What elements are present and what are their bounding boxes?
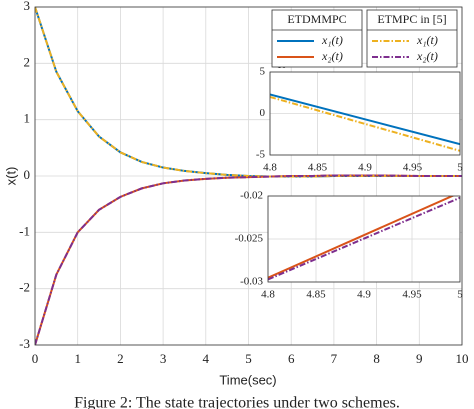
x-tick-label: 4.9 bbox=[357, 289, 371, 301]
x-tick-label: 4.95 bbox=[402, 289, 422, 301]
x-tick-label: 10 bbox=[456, 351, 469, 366]
y-axis-label: x(t) bbox=[3, 167, 18, 186]
x-tick-label: 5 bbox=[457, 289, 463, 301]
x-tick-label: 0 bbox=[32, 351, 39, 366]
x-tick-label: 8 bbox=[373, 351, 380, 366]
y-tick-label: 0 bbox=[24, 167, 31, 182]
x-tick-label: 5 bbox=[457, 162, 463, 174]
series-line bbox=[35, 174, 462, 345]
legend-label: x₁(t) bbox=[321, 33, 343, 47]
y-tick-label: 2 bbox=[24, 54, 31, 69]
plot-frame bbox=[267, 195, 461, 283]
y-tick-label: 5 bbox=[260, 66, 266, 78]
series-line bbox=[268, 196, 460, 281]
series-line bbox=[268, 196, 455, 279]
series-line bbox=[270, 93, 460, 146]
plot-frame bbox=[34, 6, 463, 346]
x-tick-label: 4.8 bbox=[261, 289, 275, 301]
plot-frame bbox=[269, 71, 461, 156]
legend-title: ETDMMPC bbox=[287, 12, 346, 26]
x-tick-label: 6 bbox=[288, 351, 295, 366]
x-tick-label: 4.85 bbox=[306, 289, 326, 301]
series-line bbox=[270, 95, 460, 152]
x-tick-label: 1 bbox=[74, 351, 81, 366]
x-axis-label: Time(sec) bbox=[219, 372, 276, 387]
y-tick-label: -3 bbox=[19, 336, 30, 351]
legend-label: x₂(t) bbox=[321, 49, 343, 63]
y-tick-label: 3 bbox=[24, 0, 31, 13]
legend-title: ETMPC in [5] bbox=[377, 12, 446, 26]
x-tick-label: 3 bbox=[160, 351, 167, 366]
y-tick-label: -0.02 bbox=[240, 190, 263, 202]
x-tick-label: 9 bbox=[416, 351, 423, 366]
y-tick-label: -0.025 bbox=[235, 233, 264, 245]
x-tick-label: 4.95 bbox=[403, 162, 423, 174]
y-tick-label: -0.03 bbox=[240, 276, 263, 288]
legend-label: x₁(t) bbox=[416, 33, 438, 47]
y-tick-label: -5 bbox=[256, 149, 266, 161]
x-tick-label: 4 bbox=[203, 351, 210, 366]
y-tick-label: 0 bbox=[260, 107, 266, 119]
y-tick-label: -1 bbox=[19, 223, 30, 238]
legend-label: x₂(t) bbox=[416, 49, 438, 63]
x-tick-label: 4.8 bbox=[263, 162, 277, 174]
y-tick-label: 1 bbox=[24, 111, 31, 126]
caption: Figure 2: The state trajectories under t… bbox=[74, 395, 400, 409]
x-tick-label: 5 bbox=[245, 351, 252, 366]
legend-box bbox=[366, 9, 458, 68]
x-tick-label: 7 bbox=[331, 351, 338, 366]
x-tick-label: 4.85 bbox=[308, 162, 328, 174]
x-tick-label: 2 bbox=[117, 351, 124, 366]
y-tick-label: -2 bbox=[19, 280, 30, 295]
x-tick-label: 4.9 bbox=[358, 162, 372, 174]
